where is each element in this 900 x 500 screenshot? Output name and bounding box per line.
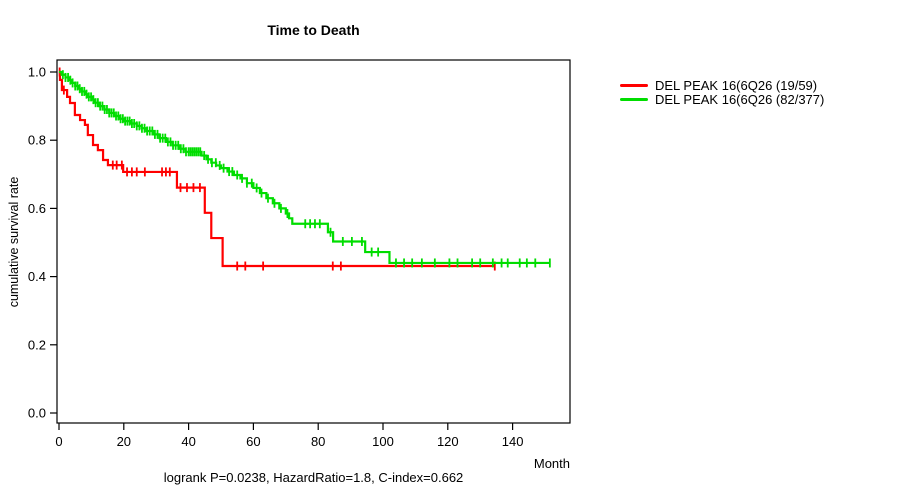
series-red [58,67,496,271]
x-tick-label: 20 [117,434,131,449]
series-green [59,70,551,268]
legend-line-red-icon [620,84,648,88]
x-axis-label: Month [533,456,570,471]
x-tick-label: 140 [502,434,524,449]
x-tick-label: 80 [311,434,325,449]
y-tick-label: 0.0 [28,406,46,421]
y-tick-label: 0.6 [28,201,46,216]
stats-annotation: logrank P=0.0238, HazardRatio=1.8, C-ind… [163,470,464,485]
chart-title: Time to Death [267,22,360,38]
y-tick-label: 1.0 [28,65,46,80]
legend-label-green: DEL PEAK 16(6Q26 (82/377) [655,91,825,107]
y-tick-label: 0.8 [28,133,46,148]
legend-item-red: DEL PEAK 16(6Q26 (19/59) [620,79,824,93]
survival-curve-red [58,70,495,268]
y-axis-ticks: 0.0 0.2 0.4 0.6 0.8 1.0 [28,65,57,421]
legend-item-green: DEL PEAK 16(6Q26 (82/377) [620,91,825,107]
censor-marks-red [58,67,496,271]
x-tick-label: 100 [372,434,394,449]
x-axis-ticks: 0 20 40 60 80 100 120 140 [55,423,523,449]
legend-line-green-icon [620,97,648,101]
x-tick-label: 120 [437,434,459,449]
y-tick-label: 0.4 [28,269,46,284]
plot-box [56,59,571,424]
y-axis-label: cumulative survival rate [7,176,21,308]
censor-marks-green [61,70,551,268]
y-tick-label: 0.2 [28,337,46,352]
x-tick-label: 60 [246,434,260,449]
survival-curve-green [59,70,550,265]
x-tick-label: 0 [55,434,62,449]
legend-label-red: DEL PEAK 16(6Q26 (19/59) [655,78,818,93]
x-tick-label: 40 [181,434,195,449]
legend: DEL PEAK 16(6Q26 (19/59) DEL PEAK 16(6Q2… [620,79,824,106]
